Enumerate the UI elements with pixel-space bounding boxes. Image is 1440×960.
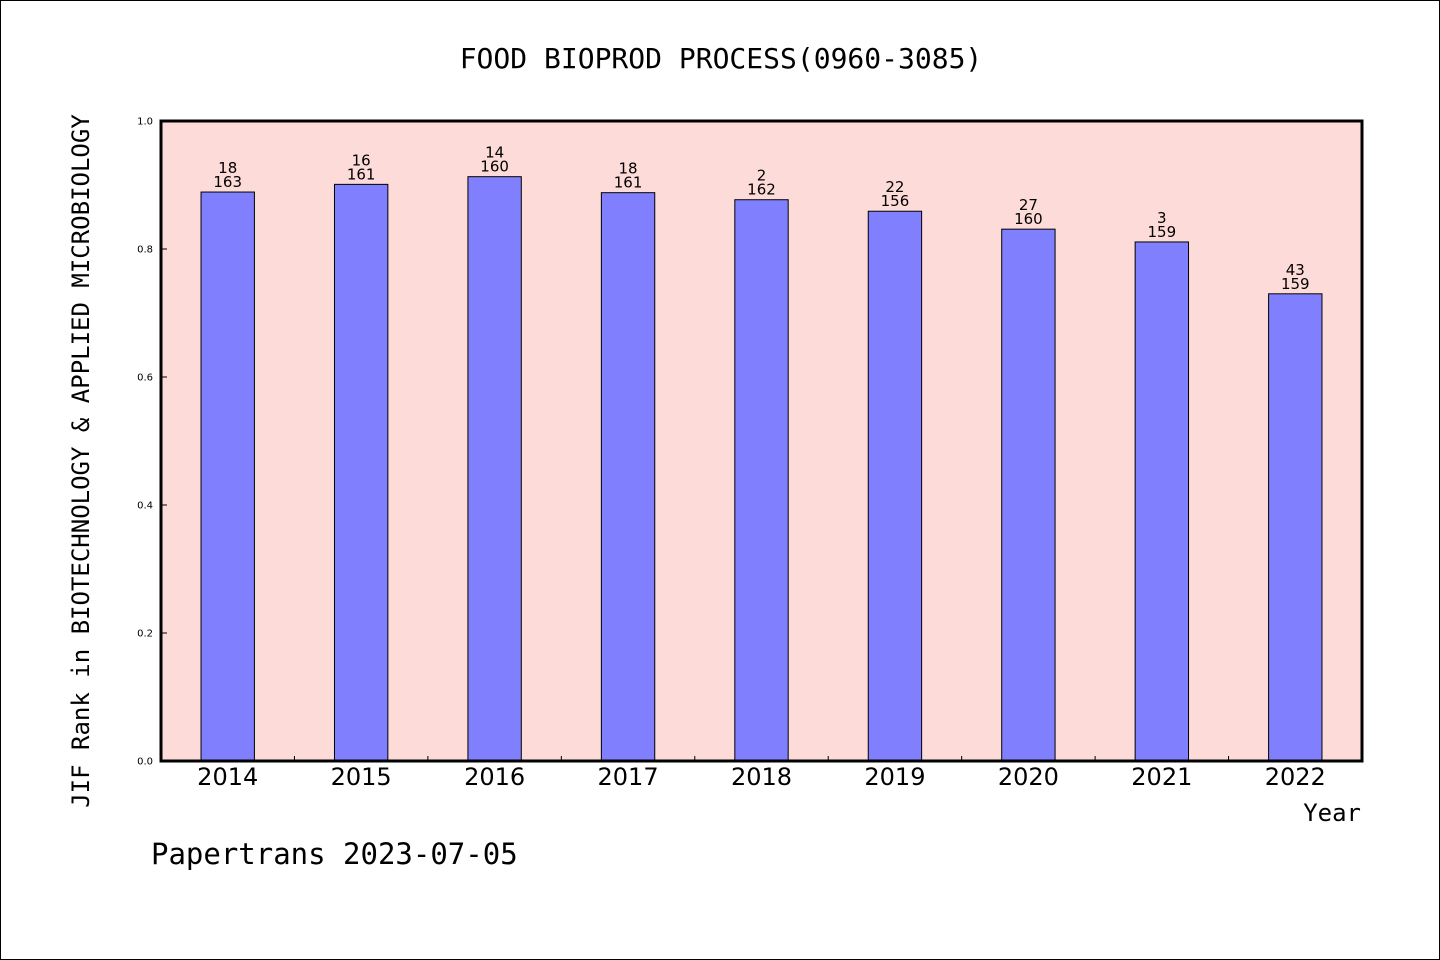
y-tick-label-0.0: 0.0	[137, 757, 153, 768]
rank-label-2015: 16	[352, 151, 371, 169]
x-tick-label-2018: 2018	[731, 763, 792, 791]
rank-label-2017: 18	[619, 160, 638, 178]
bar-2021	[1134, 241, 1190, 762]
total-label-2020: 160	[1014, 210, 1043, 228]
total-label-2022: 159	[1281, 275, 1310, 293]
rank-label-2016: 14	[485, 144, 504, 162]
bar-2017	[600, 192, 656, 762]
chart-title: FOOD BIOPROD PROCESS(0960-3085)	[460, 42, 983, 75]
x-tick-label-2015: 2015	[331, 763, 392, 791]
bar-2020	[1001, 228, 1056, 762]
x-tick-label-2019: 2019	[864, 763, 925, 791]
y-axis-title: JIF Rank in BIOTECHNOLOGY & APPLIED MICR…	[67, 114, 95, 808]
x-tick-label-2022: 2022	[1265, 763, 1326, 791]
y-tick-label-0.4: 0.4	[137, 501, 153, 512]
x-tick-label-2021: 2021	[1131, 763, 1192, 791]
plot-frame	[159, 119, 1364, 763]
x-tick-label-2020: 2020	[998, 763, 1059, 791]
y-tick-label-0.6: 0.6	[137, 373, 153, 384]
bar-2022	[1268, 293, 1323, 762]
total-label-2016: 160	[480, 158, 509, 176]
y-tick-label-0.8: 0.8	[137, 245, 153, 256]
x-tick-label-2014: 2014	[197, 763, 258, 791]
total-label-2021: 159	[1148, 223, 1177, 241]
total-label-2018: 162	[747, 181, 776, 199]
total-label-2017: 161	[614, 174, 643, 192]
x-axis-title: Year	[1303, 799, 1361, 827]
rank-label-2018: 2	[757, 167, 767, 185]
bar-2019	[867, 210, 923, 762]
y-tick-label-1.0: 1.0	[137, 117, 153, 128]
rank-label-2014: 18	[218, 159, 237, 177]
bars-group	[200, 176, 1323, 762]
y-tick-label-0.2: 0.2	[137, 629, 153, 640]
bar-2014	[200, 191, 255, 762]
x-tick-label-2017: 2017	[598, 763, 659, 791]
bar-2016	[467, 176, 522, 762]
rank-label-2022: 43	[1286, 261, 1305, 279]
rank-label-2021: 3	[1157, 209, 1167, 227]
total-label-2019: 156	[881, 192, 910, 210]
rank-label-2020: 27	[1019, 196, 1038, 214]
total-label-2015: 161	[347, 165, 376, 183]
footer-credit: Papertrans 2023-07-05	[151, 837, 518, 871]
x-tick-label-2016: 2016	[464, 763, 525, 791]
bar-2018	[734, 199, 789, 762]
total-label-2014: 163	[213, 173, 242, 191]
bar-2015	[333, 183, 389, 762]
axes-group: 2014 2015 2016 2017 2018 2019 2020 2021 2022 0.0 0…	[137, 117, 1326, 792]
rank-label-2019: 22	[885, 178, 904, 196]
